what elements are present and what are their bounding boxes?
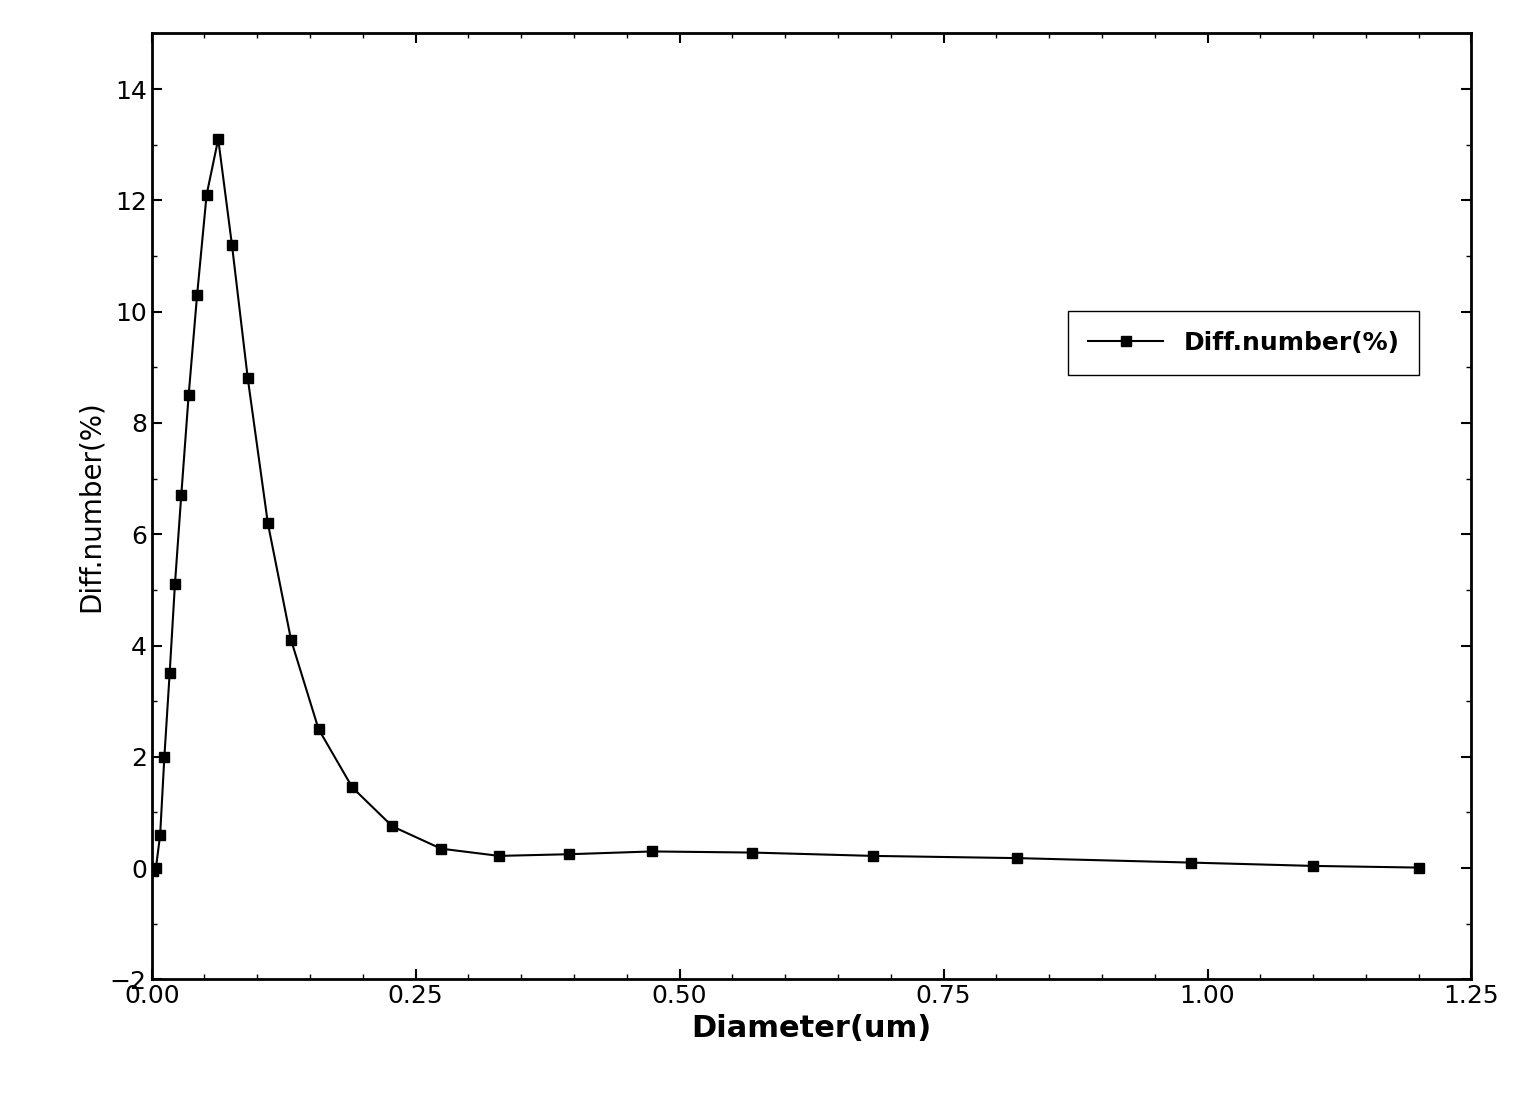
Diff.number(%) <box>223 238 241 252</box>
Diff.number(%) <box>152 828 170 841</box>
Diff.number(%) <box>161 667 179 680</box>
Diff.number(%) <box>188 288 206 302</box>
X-axis label: Diameter(um): Diameter(um) <box>692 1014 931 1043</box>
Diff.number(%) <box>863 849 881 863</box>
Diff.number(%) <box>1009 851 1027 865</box>
Diff.number(%) <box>1409 861 1427 875</box>
Diff.number(%) <box>560 848 578 861</box>
Diff.number(%) <box>490 849 508 863</box>
Diff.number(%) <box>643 845 661 858</box>
Diff.number(%) <box>238 372 256 385</box>
Y-axis label: Diff.number(%): Diff.number(%) <box>76 401 105 612</box>
Diff.number(%) <box>155 750 173 764</box>
Diff.number(%) <box>209 132 228 146</box>
Diff.number(%) <box>432 841 451 855</box>
Diff.number(%) <box>1182 856 1200 869</box>
Diff.number(%) <box>1305 859 1323 873</box>
Diff.number(%) <box>282 633 300 647</box>
Legend: Diff.number(%): Diff.number(%) <box>1068 311 1420 375</box>
Diff.number(%) <box>171 489 190 502</box>
Diff.number(%) <box>743 846 762 859</box>
Diff.number(%) <box>197 188 215 201</box>
Diff.number(%) <box>165 578 184 591</box>
Diff.number(%) <box>343 781 361 795</box>
Diff.number(%) <box>147 861 165 875</box>
Diff.number(%) <box>309 722 328 736</box>
Diff.number(%) <box>144 864 162 877</box>
Diff.number(%) <box>384 819 402 833</box>
Diff.number(%) <box>179 388 197 402</box>
Diff.number(%) <box>259 516 278 530</box>
Line: Diff.number(%): Diff.number(%) <box>147 135 1423 876</box>
